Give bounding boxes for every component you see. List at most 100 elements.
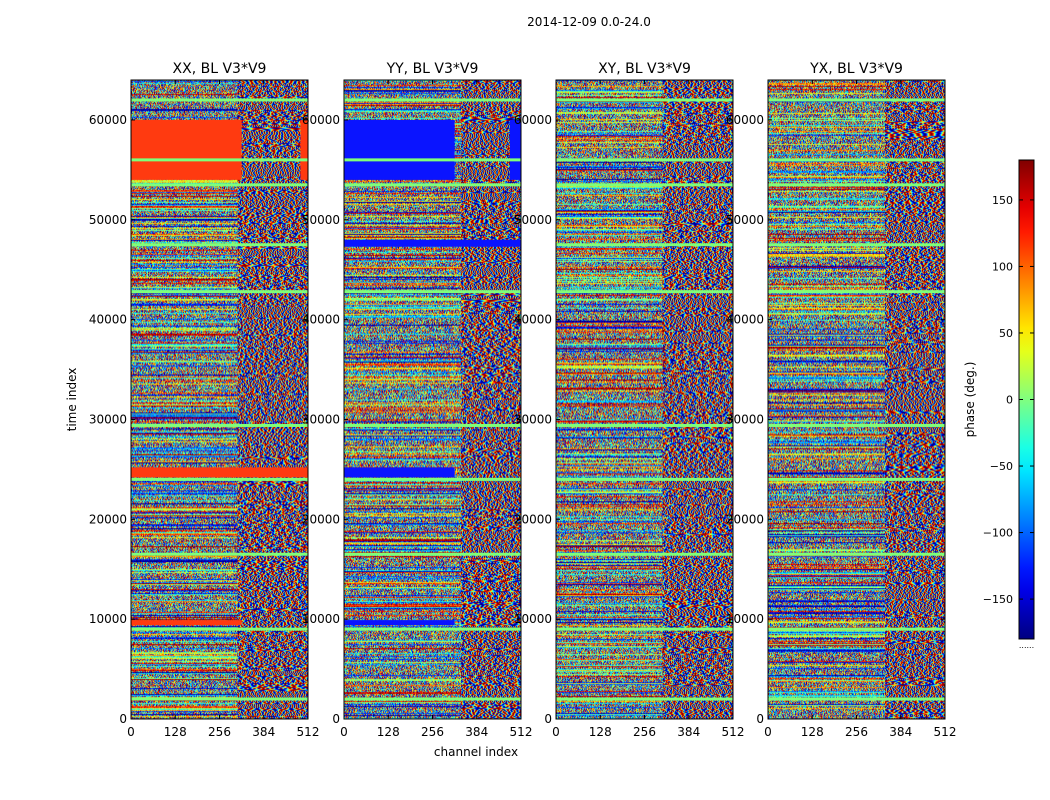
flagged-row [344,183,521,187]
y-tick-label: 40000 [89,313,127,327]
flagged-row [556,552,733,556]
x-tick-label: 384 [677,725,700,739]
x-tick-label: 0 [127,725,135,739]
flagged-row [344,98,521,102]
saturated-band [344,467,455,478]
x-tick-label: 256 [845,725,868,739]
flagged-row [556,290,733,294]
flagged-row [131,243,308,247]
flagged-row [131,627,308,631]
colorbar-footer: ...... [1019,641,1034,650]
subplot-grid: XX, BL V3*V9 0 128 256 384 512 0 10000 20000 3000… [65,61,956,759]
saturated-band [344,239,521,247]
x-tick-label: 128 [164,725,187,739]
subplot-1: XX, BL V3*V9 0 128 256 384 512 0 10000 20000 3000… [65,61,319,739]
y-tick-label: 10000 [302,612,340,626]
x-tick-label: 128 [377,725,400,739]
flagged-row [131,290,308,294]
flagged-row [768,552,945,556]
x-tick-label: 384 [252,725,275,739]
colorbar-tick-label: −150 [983,593,1013,606]
heatmap-raster [344,80,521,719]
saturated-band [131,620,242,626]
saturated-band [131,467,308,478]
colorbar-tick-label: −100 [983,527,1013,540]
y-tick-label: 0 [544,712,552,726]
y-tick-label: 10000 [89,612,127,626]
flagged-row [556,627,733,631]
x-tick-label: 512 [934,725,957,739]
y-tick-label: 50000 [89,213,127,227]
subplot-title: YX, BL V3*V9 [809,61,903,77]
y-axis-label: time index [65,368,79,432]
colorbar-tick-label: 100 [992,260,1013,273]
y-tick-label: 20000 [514,512,552,526]
subplot-4: YX, BL V3*V9 0 128 256 384 512 0 10000 20000 3000… [726,61,957,739]
subplot-title: YY, BL V3*V9 [386,61,479,77]
saturated-band [344,119,455,180]
flagged-row [344,627,521,631]
y-tick-label: 0 [119,712,127,726]
x-tick-label: 256 [208,725,231,739]
flagged-row [768,183,945,187]
x-tick-label: 384 [465,725,488,739]
subplot-3: XY, BL V3*V9 0 128 256 384 512 0 10000 20000 3000… [514,61,745,739]
flagged-row [131,697,308,701]
y-tick-label: 10000 [726,612,764,626]
y-tick-label: 60000 [726,113,764,127]
y-tick-label: 20000 [302,512,340,526]
x-tick-label: 0 [340,725,348,739]
flagged-row [768,243,945,247]
saturated-band [131,119,242,180]
figure-title: 2014-12-09 0.0-24.0 [527,15,651,29]
saturated-band [509,119,521,180]
flagged-row [556,183,733,187]
y-tick-label: 50000 [514,213,552,227]
flagged-row [131,423,308,427]
y-tick-label: 40000 [302,313,340,327]
flagged-row [344,290,521,294]
flagged-row [131,98,308,102]
flagged-row [131,183,308,187]
y-tick-label: 40000 [514,313,552,327]
y-tick-label: 30000 [302,412,340,426]
y-tick-label: 60000 [514,113,552,127]
flagged-row [131,477,308,481]
y-tick-label: 20000 [89,512,127,526]
heatmap-raster [768,80,945,719]
flagged-row [131,552,308,556]
y-tick-label: 30000 [89,412,127,426]
x-tick-label: 256 [421,725,444,739]
x-tick-label: 512 [510,725,533,739]
x-tick-label: 128 [589,725,612,739]
x-tick-label: 512 [722,725,745,739]
flagged-row [344,697,521,701]
flagged-row [556,98,733,102]
saturated-band [344,620,455,626]
y-tick-label: 50000 [726,213,764,227]
colorbar-tick-label: −50 [990,460,1013,473]
heatmap-raster [556,80,733,719]
x-tick-label: 384 [889,725,912,739]
y-tick-label: 0 [756,712,764,726]
colorbar-tick-label: 0 [1006,394,1013,407]
x-tick-label: 0 [764,725,772,739]
colorbar-tick-label: 150 [992,194,1013,207]
flagged-row [768,627,945,631]
flagged-row [556,423,733,427]
flagged-row [768,158,945,162]
flagged-row [768,98,945,102]
flagged-row [768,697,945,701]
x-axis-label: channel index [434,745,518,759]
flagged-row [768,290,945,294]
y-tick-label: 40000 [726,313,764,327]
x-tick-label: 256 [633,725,656,739]
subplot-title: XY, BL V3*V9 [598,61,691,77]
colorbar-tick-label: 50 [999,327,1013,340]
flagged-row [344,552,521,556]
flagged-row [556,243,733,247]
y-tick-label: 20000 [726,512,764,526]
x-tick-label: 512 [297,725,320,739]
y-tick-label: 60000 [89,113,127,127]
